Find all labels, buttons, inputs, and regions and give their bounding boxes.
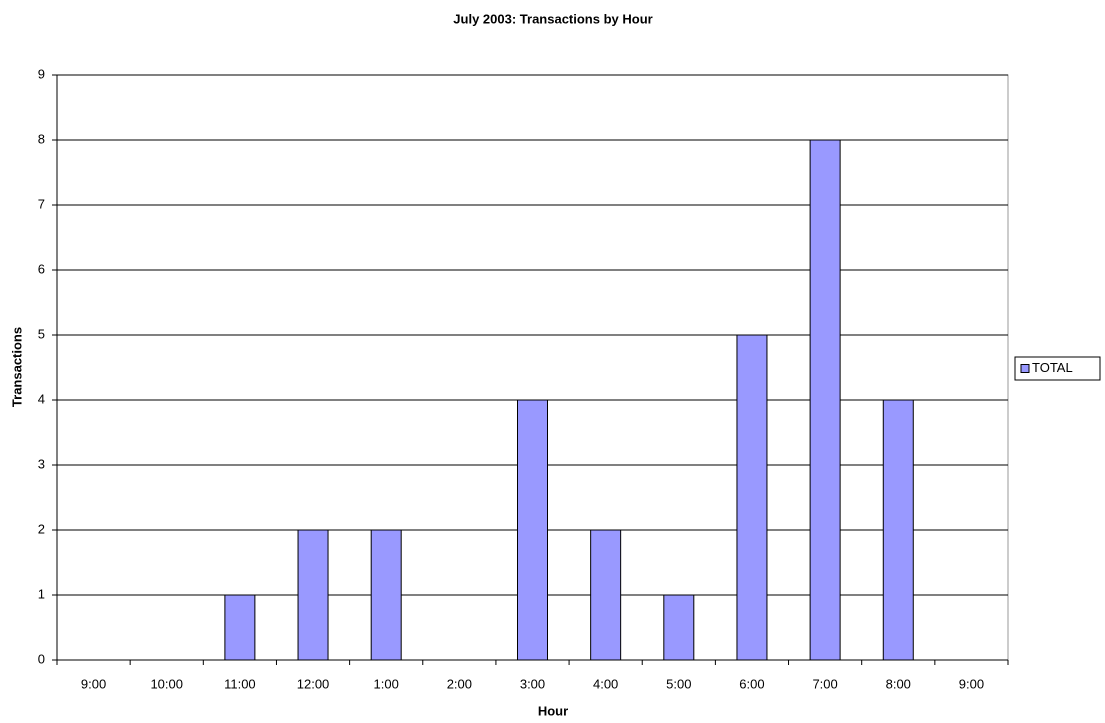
y-tick-label: 9 (38, 66, 45, 81)
bar (224, 594, 256, 661)
legend-box (1014, 356, 1101, 381)
x-tick-label: 9:00 (959, 676, 984, 691)
y-tick-label: 8 (38, 131, 45, 146)
x-tick-label: 3:00 (520, 676, 545, 691)
bar (882, 399, 914, 661)
x-tick-label: 5:00 (666, 676, 691, 691)
legend-swatch (1020, 364, 1030, 373)
y-tick-label: 2 (38, 521, 45, 536)
bar (517, 399, 548, 661)
x-tick-label: 10:00 (150, 676, 183, 691)
bar (809, 139, 841, 661)
y-tick-label: 1 (38, 586, 45, 601)
legend-label: TOTAL (1032, 360, 1073, 375)
chart-title: July 2003: Transactions by Hour (453, 11, 652, 26)
bar (297, 529, 329, 661)
x-tick-label: 11:00 (224, 676, 256, 691)
x-tick-label: 12:00 (297, 676, 330, 691)
x-tick-label: 4:00 (593, 676, 618, 691)
x-tick-label: 1:00 (374, 676, 399, 691)
bar (370, 529, 402, 661)
bar (736, 334, 768, 661)
y-tick-label: 4 (38, 391, 45, 406)
bar (590, 529, 622, 661)
bar (663, 594, 695, 661)
x-tick-label: 2:00 (447, 676, 472, 691)
x-axis-label: Hour (538, 703, 568, 718)
y-tick-label: 3 (38, 456, 45, 471)
y-tick-label: 5 (38, 326, 45, 341)
x-tick-label: 7:00 (812, 676, 837, 691)
x-tick-label: 8:00 (886, 676, 911, 691)
x-tick-label: 9:00 (81, 676, 106, 691)
y-tick-label: 7 (38, 196, 45, 211)
y-tick-label: 6 (38, 261, 45, 276)
y-axis-label: Transactions (9, 327, 24, 407)
x-tick-label: 6:00 (739, 676, 764, 691)
y-tick-label: 0 (38, 651, 45, 666)
